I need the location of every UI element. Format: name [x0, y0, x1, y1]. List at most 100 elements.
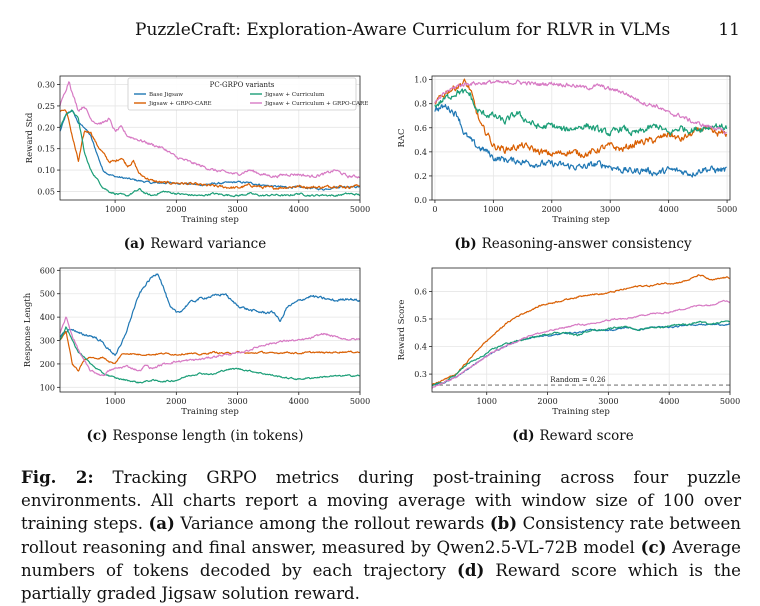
legend-entry-base: Base Jigsaw [149, 92, 183, 98]
x-axis-label: Training step [181, 215, 239, 225]
x-axis-label: Training step [552, 215, 610, 225]
legend-entry-curcare: Jigsaw + Curriculum + GRPO-CARE [264, 101, 368, 107]
x-tick-label: 4000 [659, 397, 679, 406]
y-tick-label: 0.0 [414, 196, 427, 205]
y-tick-label: 1.0 [414, 76, 427, 85]
y-tick-label: 600 [40, 266, 55, 275]
running-title: PuzzleCraft: Exploration-Aware Curriculu… [135, 20, 671, 40]
chart-svg-d: Random = 0.26 1000 2000 3000 4000 5000 0.3 0.4 0… [397, 267, 740, 417]
chart-reward-score: Random = 0.26 1000 2000 3000 4000 5000 0.3 0.4 0… [395, 262, 740, 422]
subcaption-a-text: Reward variance [150, 236, 267, 252]
series-line-curcare [434, 79, 727, 135]
x-tick-label: 1000 [483, 205, 503, 214]
subcaption-b-tag: (b) [454, 236, 477, 252]
x-tick-label: 5000 [350, 397, 370, 406]
series-line-care [59, 330, 360, 372]
caption-b-text: Consistency rate between rollout reasoni… [21, 514, 741, 557]
y-tick-label: 400 [40, 313, 55, 322]
subcaption-a: (a) Reward variance [5, 236, 385, 252]
y-tick-label: 200 [40, 360, 55, 369]
y-axis-label: Reward Std [25, 112, 35, 163]
x-axis-label: Training step [552, 407, 610, 417]
x-tick-label: 3000 [227, 205, 247, 214]
y-axis-label: Reward Score [397, 300, 407, 361]
page-number: 11 [718, 20, 740, 40]
x-tick-label: 4000 [289, 397, 309, 406]
chart-reward-variance: 1000 2000 3000 4000 5000 0.05 0.10 0.15 0.20 0.25… [15, 70, 370, 230]
y-tick-label: 0.15 [37, 145, 55, 154]
y-axis-label: Response Length [23, 292, 33, 367]
x-tick-label: 5000 [717, 205, 737, 214]
series-line-base [434, 104, 727, 178]
chart-reasoning-answer-consistency: 0 1000 2000 3000 4000 5000 0.0 0.2 0.4 0.6 0.8 1.0 T… [395, 70, 740, 230]
caption-a-label: (a) [148, 513, 175, 534]
x-tick-label: 2000 [537, 397, 557, 406]
caption-b-label: (b) [489, 513, 518, 534]
series-line-curcare [59, 316, 361, 377]
y-tick-label: 500 [40, 290, 55, 299]
series-line-care [431, 274, 730, 386]
y-tick-label: 0.4 [414, 343, 427, 352]
legend-entry-care: Jigsaw + GRPO-CARE [148, 101, 212, 107]
chart-response-length: 1000 2000 3000 4000 5000 100 200 300 400 500 600 Tr… [15, 262, 370, 422]
series-line-care [434, 78, 728, 159]
series-line-curriculum [434, 88, 728, 137]
y-tick-label: 0.30 [37, 81, 55, 90]
y-tick-label: 100 [40, 383, 55, 392]
plot-frame [431, 267, 731, 393]
subcaption-d-text: Reward score [539, 428, 634, 444]
x-tick-label: 1000 [105, 397, 125, 406]
x-tick-label: 2000 [166, 397, 186, 406]
x-tick-label: 1000 [105, 205, 125, 214]
caption-a-text: Variance among the rollout rewards [180, 514, 485, 534]
plot-frame [59, 75, 361, 201]
chart-svg-c: 1000 2000 3000 4000 5000 100 200 300 400 500 600 Tr… [23, 266, 370, 417]
caption-d-label: (d) [457, 560, 485, 581]
series-line-base [59, 110, 361, 191]
caption-intro: Tracking GRPO metrics during post-traini… [21, 468, 741, 534]
x-tick-label: 4000 [658, 205, 678, 214]
y-tick-label: 0.4 [414, 148, 427, 157]
legend-entry-curriculum: Jigsaw + Curriculum [264, 92, 325, 98]
x-tick-label: 3000 [227, 397, 247, 406]
subcaption-d-tag: (d) [512, 428, 535, 444]
x-tick-label: 2000 [166, 205, 186, 214]
x-tick-label: 5000 [350, 205, 370, 214]
page-header: PuzzleCraft: Exploration-Aware Curriculu… [0, 20, 760, 44]
y-tick-label: 0.10 [37, 166, 55, 175]
series-line-curriculum [59, 109, 361, 198]
y-tick-label: 0.5 [414, 315, 427, 324]
plot-frame [59, 267, 361, 393]
x-tick-label: 1000 [477, 397, 497, 406]
chart-svg-a: 1000 2000 3000 4000 5000 0.05 0.10 0.15 0.20 0.25… [25, 75, 370, 225]
x-tick-label: 2000 [542, 205, 562, 214]
x-tick-label: 4000 [289, 205, 309, 214]
plot-frame [431, 75, 731, 201]
x-tick-label: 3000 [598, 397, 618, 406]
y-tick-label: 300 [40, 337, 55, 346]
y-tick-label: 0.6 [414, 287, 427, 296]
series-line-curcare [431, 299, 731, 389]
legend-box [127, 77, 357, 111]
y-tick-label: 0.6 [414, 124, 427, 133]
series-line-curcare [59, 81, 360, 179]
x-tick-label: 0 [432, 205, 437, 214]
x-axis-label: Training step [181, 407, 239, 417]
chart-svg-b: 0 1000 2000 3000 4000 5000 0.0 0.2 0.4 0.6 0.8 1.0 T… [397, 75, 737, 225]
caption-c-label: (c) [640, 536, 667, 557]
series-line-curriculum [59, 326, 361, 384]
subcaption-c-tag: (c) [86, 428, 108, 444]
y-tick-label: 0.20 [37, 123, 55, 132]
legend-title: PC-GRPO variants [210, 81, 275, 89]
y-tick-label: 0.2 [414, 172, 427, 181]
subcaption-c: (c) Response length (in tokens) [5, 428, 385, 444]
subcaption-a-tag: (a) [123, 236, 146, 252]
subcaption-b-text: Reasoning-answer consistency [481, 236, 692, 252]
y-tick-label: 0.8 [414, 100, 427, 109]
y-tick-label: 0.3 [414, 370, 427, 379]
reference-label: Random = 0.26 [550, 376, 606, 384]
y-tick-label: 0.05 [37, 187, 55, 196]
y-axis-label: RAC [397, 128, 407, 147]
subcaption-d: (d) Reward score [383, 428, 760, 444]
subcaption-b: (b) Reasoning-answer consistency [383, 236, 760, 252]
